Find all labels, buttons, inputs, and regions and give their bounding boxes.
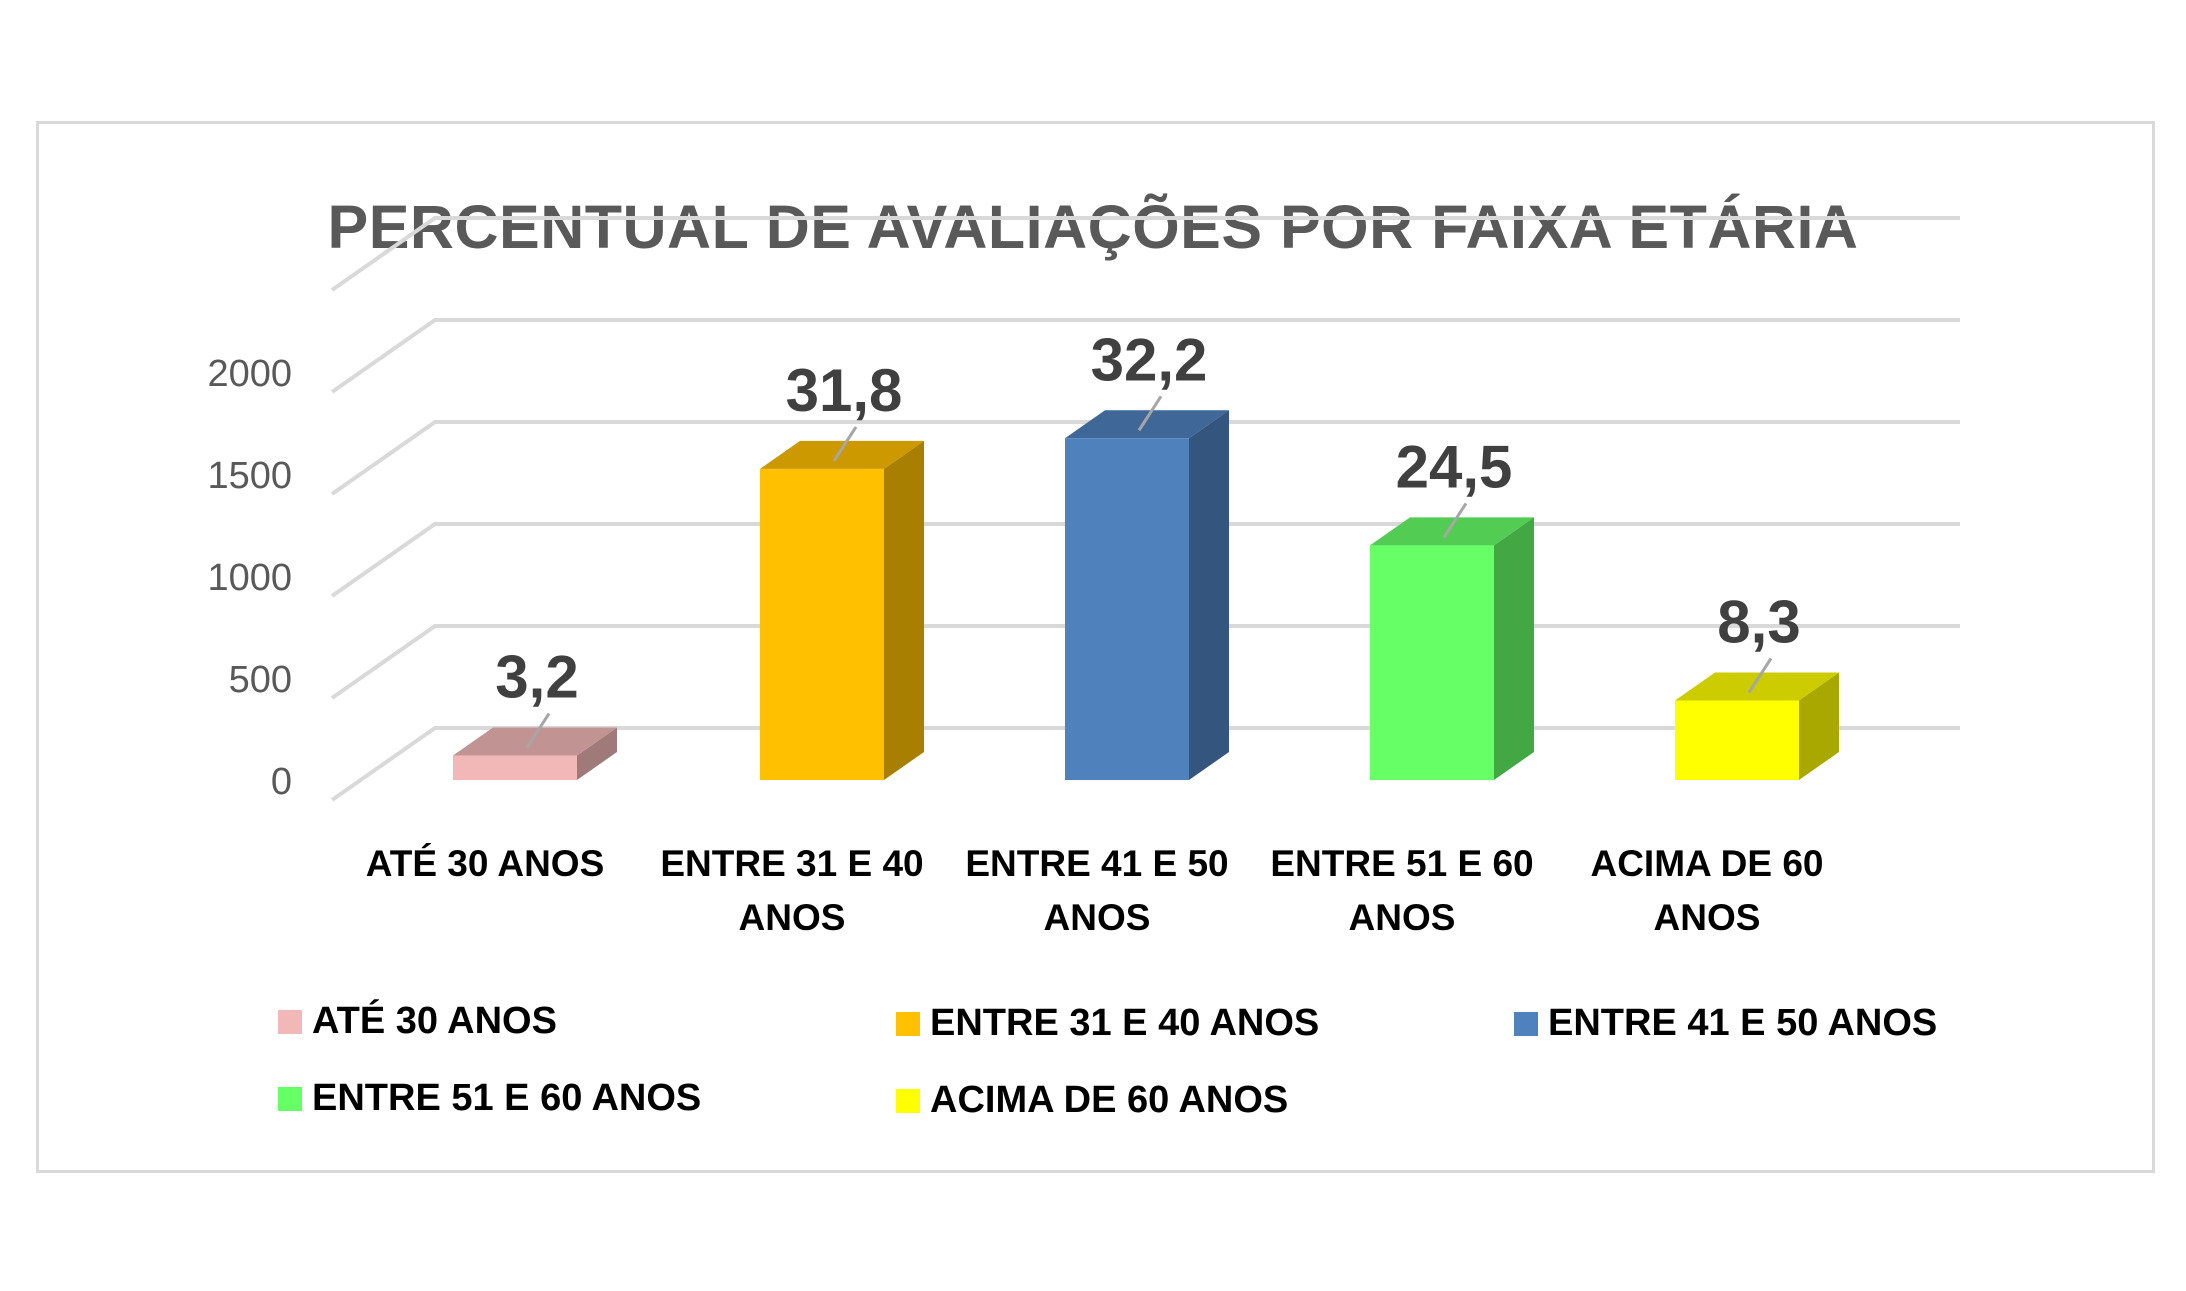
legend-item-51-60: ENTRE 51 E 60 ANOS <box>278 1077 701 1120</box>
legend-label: ENTRE 51 E 60 ANOS <box>312 1077 702 1119</box>
legend-item-31-40: ENTRE 31 E 40 ANOS <box>896 1002 1319 1045</box>
gridline <box>330 216 1960 292</box>
data-label-leader <box>832 426 858 462</box>
legend-swatch <box>278 1009 302 1034</box>
bar <box>1065 438 1189 780</box>
data-label: 8,3 <box>1717 588 1800 655</box>
legend-item-acima-60: ACIMA DE 60 ANOS <box>896 1079 1288 1122</box>
legend-item-41-50: ENTRE 41 E 50 ANOS <box>1514 1002 1937 1045</box>
bar <box>1675 700 1799 780</box>
chart-title: PERCENTUAL DE AVALIAÇÕES POR FAIXA ETÁRI… <box>327 193 1859 261</box>
y-tick-label: 0 <box>271 761 292 803</box>
data-label: 24,5 <box>1396 433 1513 500</box>
bar-side <box>884 440 924 780</box>
x-tick-label: ENTRE 41 E 50 ANOS <box>965 843 1228 938</box>
bar <box>1370 545 1494 780</box>
bar-top <box>1370 517 1534 546</box>
bar-top <box>453 727 617 756</box>
data-label-leader <box>1747 657 1773 694</box>
y-tick-label: 1500 <box>207 455 292 497</box>
x-tick-label: ENTRE 51 E 60 ANOS <box>1270 843 1533 938</box>
legend-label: ATÉ 30 ANOS <box>312 1000 557 1042</box>
bar-side <box>1494 517 1534 780</box>
data-label-leader <box>525 712 551 749</box>
legend-item-ate-30: ATÉ 30 ANOS <box>278 1000 557 1043</box>
data-label: 32,2 <box>1091 326 1208 393</box>
gridline <box>330 420 1960 496</box>
y-tick-label: 2000 <box>207 353 292 395</box>
bar-side <box>577 727 617 780</box>
data-label: 3,2 <box>495 644 578 711</box>
data-label: 31,8 <box>786 357 903 424</box>
bar-side <box>1799 672 1839 780</box>
data-label-leader <box>1442 502 1468 539</box>
y-tick-label: 1000 <box>207 557 292 599</box>
bar <box>760 468 884 780</box>
bar <box>453 755 577 780</box>
bar-top <box>1675 672 1839 701</box>
legend-label: ACIMA DE 60 ANOS <box>930 1079 1289 1121</box>
y-tick-label: 500 <box>229 659 292 701</box>
bar-side <box>1189 410 1229 780</box>
data-label-leader <box>1137 395 1163 432</box>
legend-swatch <box>278 1086 302 1111</box>
bar-top <box>760 440 924 469</box>
x-tick-label: ACIMA DE 60 ANOS <box>1590 843 1823 938</box>
legend-label: ENTRE 41 E 50 ANOS <box>1548 1002 1938 1044</box>
legend-swatch <box>1514 1011 1538 1036</box>
x-tick-label: ATÉ 30 ANOS <box>366 843 605 884</box>
legend-swatch <box>896 1088 920 1113</box>
bar-top <box>1065 410 1229 439</box>
x-tick-label: ENTRE 31 E 40 ANOS <box>660 843 923 938</box>
legend-label: ENTRE 31 E 40 ANOS <box>930 1002 1320 1044</box>
legend-swatch <box>896 1011 920 1036</box>
gridline <box>330 318 1960 394</box>
